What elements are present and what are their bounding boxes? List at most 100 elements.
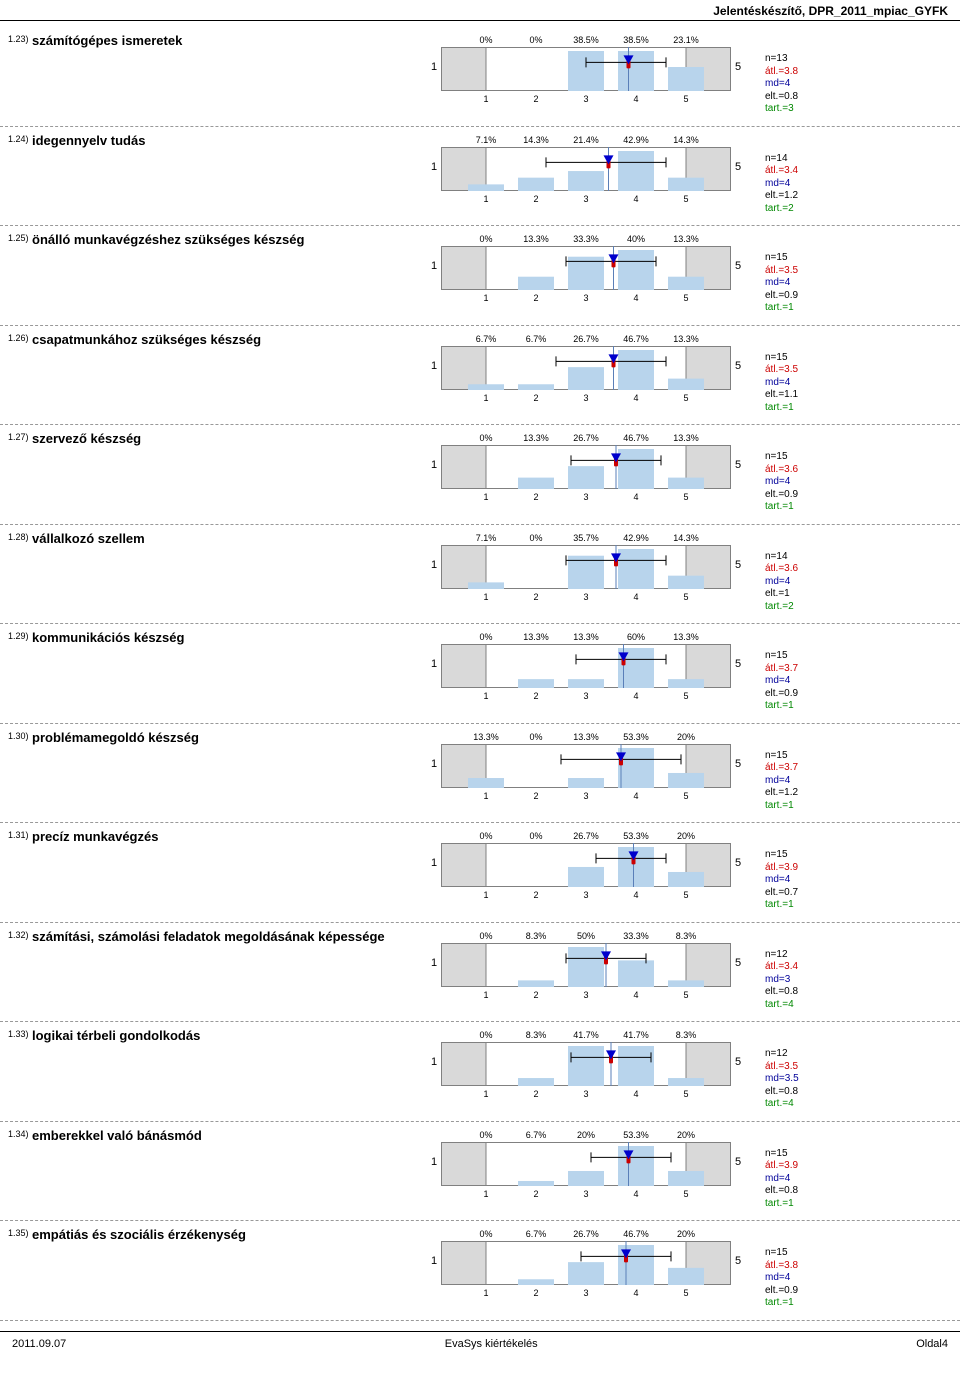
item-stats: n=15 átl.=3.6 md=4 elt.=0.9 tart.=1 [745, 429, 825, 514]
item-label: számítási, számolási feladatok megoldásá… [32, 927, 427, 944]
svg-text:3: 3 [583, 592, 588, 602]
svg-text:5: 5 [683, 194, 688, 204]
chart-row: 1.24) idegennyelv tudás 1 7.1%114.3%221.… [0, 127, 960, 227]
svg-text:13.3%: 13.3% [673, 433, 699, 443]
svg-text:4: 4 [633, 1089, 638, 1099]
svg-text:13.3%: 13.3% [523, 433, 549, 443]
svg-text:3: 3 [583, 1089, 588, 1099]
svg-text:1: 1 [483, 691, 488, 701]
svg-text:1: 1 [483, 990, 488, 1000]
page-header: Jelentéskészítő, DPR_2011_mpiac_GYFK [0, 0, 960, 21]
scale-min: 1 [427, 429, 441, 471]
item-stats: n=12 átl.=3.5 md=3.5 elt.=0.8 tart.=4 [745, 1026, 825, 1111]
svg-text:20%: 20% [677, 732, 695, 742]
item-index: 1.29) [8, 628, 32, 641]
svg-text:8.3%: 8.3% [526, 1030, 547, 1040]
item-index: 1.28) [8, 529, 32, 542]
svg-text:4: 4 [633, 1189, 638, 1199]
scale-min: 1 [427, 230, 441, 272]
mini-histogram: 7.1%10%235.7%342.9%414.3%5 [441, 529, 731, 605]
item-stats: n=12 átl.=3.4 md=3 elt.=0.8 tart.=4 [745, 927, 825, 1012]
item-stats: n=15 átl.=3.8 md=4 elt.=0.9 tart.=1 [745, 1225, 825, 1310]
item-index: 1.27) [8, 429, 32, 442]
svg-text:33.3%: 33.3% [623, 931, 649, 941]
svg-text:13.3%: 13.3% [573, 732, 599, 742]
svg-text:46.7%: 46.7% [623, 1229, 649, 1239]
svg-text:5: 5 [683, 890, 688, 900]
svg-text:2: 2 [533, 1288, 538, 1298]
svg-text:2: 2 [533, 194, 538, 204]
scale-max: 5 [731, 429, 745, 471]
svg-text:26.7%: 26.7% [573, 433, 599, 443]
svg-text:2: 2 [533, 1189, 538, 1199]
scale-max: 5 [731, 131, 745, 173]
svg-text:23.1%: 23.1% [673, 35, 699, 45]
item-stats: n=14 átl.=3.6 md=4 elt.=1 tart.=2 [745, 529, 825, 614]
mini-histogram: 0%16.7%220%353.3%420%5 [441, 1126, 731, 1202]
svg-text:3: 3 [583, 194, 588, 204]
mini-histogram: 0%18.3%250%333.3%48.3%5 [441, 927, 731, 1003]
svg-text:42.9%: 42.9% [623, 135, 649, 145]
svg-text:5: 5 [683, 1089, 688, 1099]
scale-min: 1 [427, 330, 441, 372]
item-index: 1.23) [8, 31, 32, 44]
scale-max: 5 [731, 1026, 745, 1068]
svg-text:33.3%: 33.3% [573, 234, 599, 244]
svg-text:26.7%: 26.7% [573, 1229, 599, 1239]
chart-row: 1.27) szervező készség 1 0%113.3%226.7%3… [0, 425, 960, 525]
item-stats: n=15 átl.=3.5 md=4 elt.=0.9 tart.=1 [745, 230, 825, 315]
svg-text:38.5%: 38.5% [573, 35, 599, 45]
svg-text:2: 2 [533, 592, 538, 602]
svg-text:13.3%: 13.3% [573, 632, 599, 642]
scale-max: 5 [731, 827, 745, 869]
svg-text:4: 4 [633, 592, 638, 602]
svg-text:0%: 0% [479, 234, 492, 244]
svg-text:14.3%: 14.3% [673, 135, 699, 145]
mini-histogram: 0%113.3%233.3%340%413.3%5 [441, 230, 731, 306]
svg-text:8.3%: 8.3% [676, 1030, 697, 1040]
scale-min: 1 [427, 628, 441, 670]
svg-text:5: 5 [683, 1288, 688, 1298]
svg-text:60%: 60% [627, 632, 645, 642]
item-index: 1.33) [8, 1026, 32, 1039]
svg-text:20%: 20% [677, 1229, 695, 1239]
svg-text:1: 1 [483, 1288, 488, 1298]
chart-row: 1.30) problémamegoldó készség 1 13.3%10%… [0, 724, 960, 824]
svg-text:20%: 20% [577, 1130, 595, 1140]
item-label: precíz munkavégzés [32, 827, 427, 844]
svg-text:6.7%: 6.7% [526, 1130, 547, 1140]
svg-text:1: 1 [483, 293, 488, 303]
scale-min: 1 [427, 1026, 441, 1068]
svg-text:35.7%: 35.7% [573, 533, 599, 543]
footer-page: Oldal4 [916, 1338, 948, 1350]
svg-text:2: 2 [533, 94, 538, 104]
svg-text:5: 5 [683, 691, 688, 701]
item-index: 1.35) [8, 1225, 32, 1238]
item-label: számítógépes ismeretek [32, 31, 427, 48]
mini-histogram: 0%18.3%241.7%341.7%48.3%5 [441, 1026, 731, 1102]
item-stats: n=15 átl.=3.5 md=4 elt.=1.1 tart.=1 [745, 330, 825, 415]
svg-text:1: 1 [483, 592, 488, 602]
svg-text:1: 1 [483, 791, 488, 801]
item-stats: n=13 átl.=3.8 md=4 elt.=0.8 tart.=3 [745, 31, 825, 116]
svg-text:13.3%: 13.3% [473, 732, 499, 742]
svg-text:5: 5 [683, 393, 688, 403]
svg-text:0%: 0% [479, 1130, 492, 1140]
svg-text:0%: 0% [479, 1229, 492, 1239]
svg-text:1: 1 [483, 1189, 488, 1199]
item-index: 1.31) [8, 827, 32, 840]
svg-text:21.4%: 21.4% [573, 135, 599, 145]
svg-text:5: 5 [683, 990, 688, 1000]
svg-text:14.3%: 14.3% [523, 135, 549, 145]
item-index: 1.30) [8, 728, 32, 741]
scale-max: 5 [731, 529, 745, 571]
item-index: 1.34) [8, 1126, 32, 1139]
svg-text:26.7%: 26.7% [573, 334, 599, 344]
chart-row: 1.31) precíz munkavégzés 1 0%10%226.7%35… [0, 823, 960, 923]
svg-text:8.3%: 8.3% [676, 931, 697, 941]
svg-text:4: 4 [633, 194, 638, 204]
svg-text:2: 2 [533, 890, 538, 900]
svg-text:13.3%: 13.3% [523, 632, 549, 642]
scale-max: 5 [731, 31, 745, 73]
svg-text:3: 3 [583, 492, 588, 502]
